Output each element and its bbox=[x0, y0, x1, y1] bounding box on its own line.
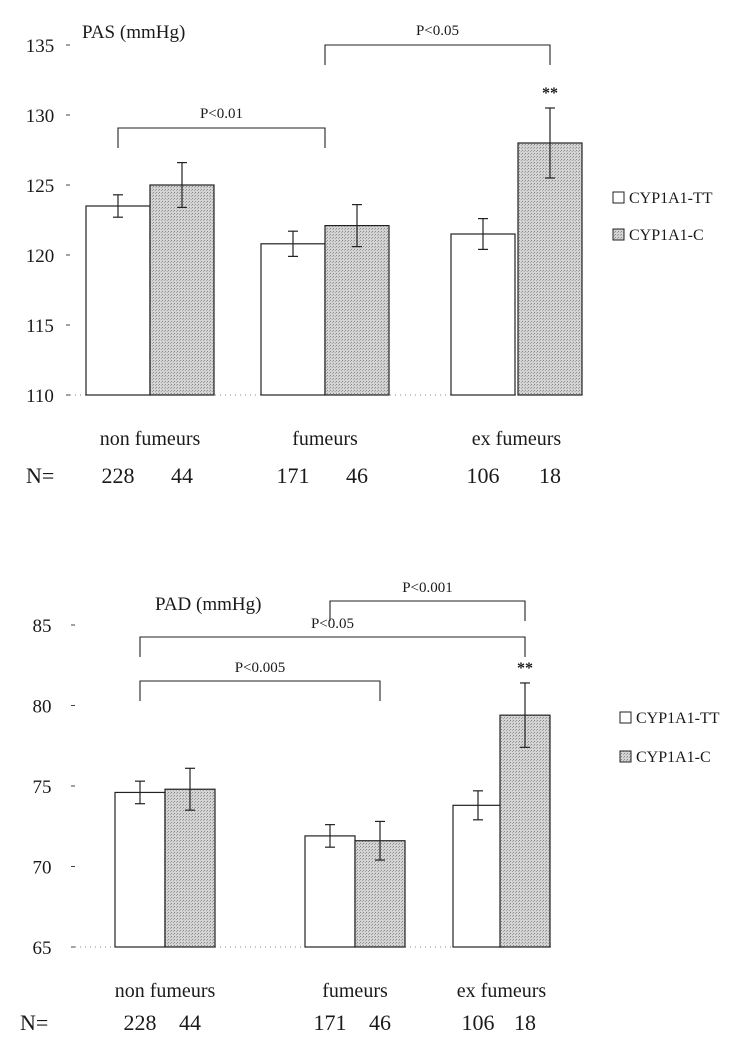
significance-label: P<0.05 bbox=[416, 23, 459, 39]
legend-swatch bbox=[619, 750, 632, 763]
legend-swatch bbox=[619, 711, 632, 724]
y-tick-label: 75 bbox=[33, 777, 52, 798]
significance-bracket bbox=[139, 636, 526, 657]
chart-pad: 85 80 75 70 65 PAD (mmHg) non fumeurs 228 44 fume… bbox=[20, 580, 720, 1035]
n-count: 171 bbox=[314, 1010, 347, 1035]
n-count: 106 bbox=[467, 463, 500, 488]
y-tick-label: 115 bbox=[26, 316, 54, 337]
bar-cyp1a1-tt-2 bbox=[452, 804, 504, 948]
n-count: 228 bbox=[124, 1010, 157, 1035]
significance-stars: ** bbox=[517, 660, 533, 677]
n-count: 106 bbox=[462, 1010, 495, 1035]
category-label: non fumeurs bbox=[100, 428, 201, 450]
bar-cyp1a1-c-2 bbox=[517, 142, 583, 396]
bar-cyp1a1-tt-2 bbox=[450, 233, 516, 396]
bar-cyp1a1-tt-1 bbox=[304, 835, 356, 948]
category-label: fumeurs bbox=[292, 428, 358, 450]
bar-cyp1a1-tt-1 bbox=[260, 243, 326, 396]
y-tick-label: 70 bbox=[33, 858, 52, 879]
y-tick-label: 85 bbox=[33, 616, 52, 637]
bar-cyp1a1-tt-0 bbox=[85, 205, 151, 396]
y-tick-label: 130 bbox=[26, 106, 55, 127]
y-tick-label: 80 bbox=[33, 697, 52, 718]
category-label: fumeurs bbox=[322, 980, 388, 1002]
n-count: 46 bbox=[346, 463, 368, 488]
n-count: 44 bbox=[179, 1010, 201, 1035]
y-tick-label: 125 bbox=[26, 176, 55, 197]
n-count: 228 bbox=[102, 463, 135, 488]
bar-cyp1a1-tt-0 bbox=[114, 791, 166, 948]
chart-pas: 135 130 125 120 115 110 PAS (mmHg) non fumeurs 2… bbox=[26, 22, 713, 488]
y-axis-label: PAD (mmHg) bbox=[155, 594, 261, 615]
n-count: 46 bbox=[369, 1010, 391, 1035]
significance-label: P<0.005 bbox=[235, 660, 286, 676]
bar-cyp1a1-c-0 bbox=[164, 788, 216, 948]
legend-label: CYP1A1-TT bbox=[636, 710, 720, 727]
n-prefix: N= bbox=[20, 1010, 48, 1035]
significance-bracket bbox=[324, 44, 551, 65]
n-count: 44 bbox=[171, 463, 193, 488]
y-tick-label: 135 bbox=[26, 36, 55, 57]
y-axis-label: PAS (mmHg) bbox=[82, 22, 185, 43]
significance-bracket bbox=[329, 600, 526, 621]
y-tick-label: 120 bbox=[26, 246, 55, 267]
bar-cyp1a1-c-0 bbox=[149, 184, 215, 396]
significance-label: P<0.05 bbox=[311, 616, 354, 632]
category-label: ex fumeurs bbox=[472, 428, 562, 450]
n-count: 171 bbox=[277, 463, 310, 488]
legend-label: CYP1A1-C bbox=[629, 227, 704, 244]
y-tick-label: 110 bbox=[26, 386, 54, 407]
bar-cyp1a1-c-2 bbox=[499, 714, 551, 948]
legend-label: CYP1A1-TT bbox=[629, 190, 713, 207]
significance-bracket bbox=[139, 680, 381, 701]
significance-label: P<0.01 bbox=[200, 106, 243, 122]
category-label: ex fumeurs bbox=[457, 980, 547, 1002]
category-label: non fumeurs bbox=[115, 980, 216, 1002]
legend-swatch bbox=[612, 191, 625, 204]
n-prefix: N= bbox=[26, 463, 54, 488]
legend-label: CYP1A1-C bbox=[636, 749, 711, 766]
legend-swatch bbox=[612, 228, 625, 241]
y-tick-label: 65 bbox=[33, 938, 52, 959]
n-count: 18 bbox=[539, 463, 561, 488]
significance-stars: ** bbox=[542, 85, 558, 102]
n-count: 18 bbox=[514, 1010, 536, 1035]
bar-cyp1a1-c-1 bbox=[324, 225, 390, 396]
significance-bracket bbox=[117, 127, 326, 148]
significance-label: P<0.001 bbox=[402, 580, 453, 596]
